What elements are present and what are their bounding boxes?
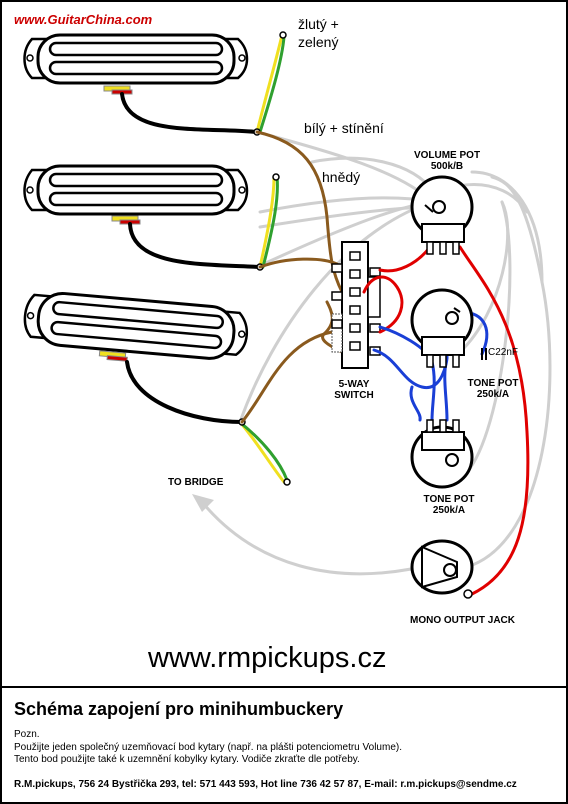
ground-wires	[200, 130, 552, 576]
contact-footer: R.M.pickups, 756 24 Bystřička 293, tel: …	[14, 779, 517, 790]
website-header[interactable]: www.GuitarChina.com	[14, 12, 153, 27]
shielded-cables	[120, 92, 262, 424]
yellow-green-label-line1: žlutý +	[298, 16, 339, 32]
website-url[interactable]: www.rmpickups.cz	[148, 642, 387, 674]
output-jack-label: MONO OUTPUT JACK	[410, 615, 515, 626]
tone-pot-2-label: TONE POT 250k/A	[423, 494, 475, 516]
page-title: Schéma zapojení pro minihumbuckery	[14, 699, 344, 719]
five-way-switch	[331, 241, 381, 369]
to-bridge-label: TO BRIDGE	[168, 477, 224, 488]
volume-pot-label: VOLUME POT 500k/B	[413, 150, 481, 172]
note-heading: Pozn.	[14, 729, 40, 740]
tone-pot-1-label: TONE POT 250k/A	[467, 378, 519, 400]
to-bridge-arrow	[192, 494, 214, 512]
footer-divider	[2, 686, 566, 688]
yellow-green-wires	[238, 33, 289, 484]
volume-pot	[410, 175, 474, 255]
pickup-bridge	[23, 291, 248, 362]
tone-pot-1	[410, 288, 474, 368]
output-jack	[410, 539, 474, 599]
pickup-middle	[23, 164, 249, 225]
white-shield-label: bílý + stínění	[304, 120, 384, 136]
note-line-2: Tento bod použijte také k uzemnění kobyl…	[14, 754, 360, 765]
switch-label: 5-WAY SWITCH	[334, 379, 374, 401]
wiring-schematic	[23, 31, 552, 599]
pickup-neck	[23, 33, 249, 95]
note-line-1: Použijte jeden společný uzemňovací bod k…	[14, 742, 402, 753]
brown-wire-label: hnědý	[322, 169, 361, 185]
yellow-green-label-line2: zelený	[298, 34, 339, 50]
tone-pot-2	[410, 419, 474, 489]
capacitor	[481, 348, 487, 360]
capacitor-label: C22nF	[488, 347, 519, 358]
